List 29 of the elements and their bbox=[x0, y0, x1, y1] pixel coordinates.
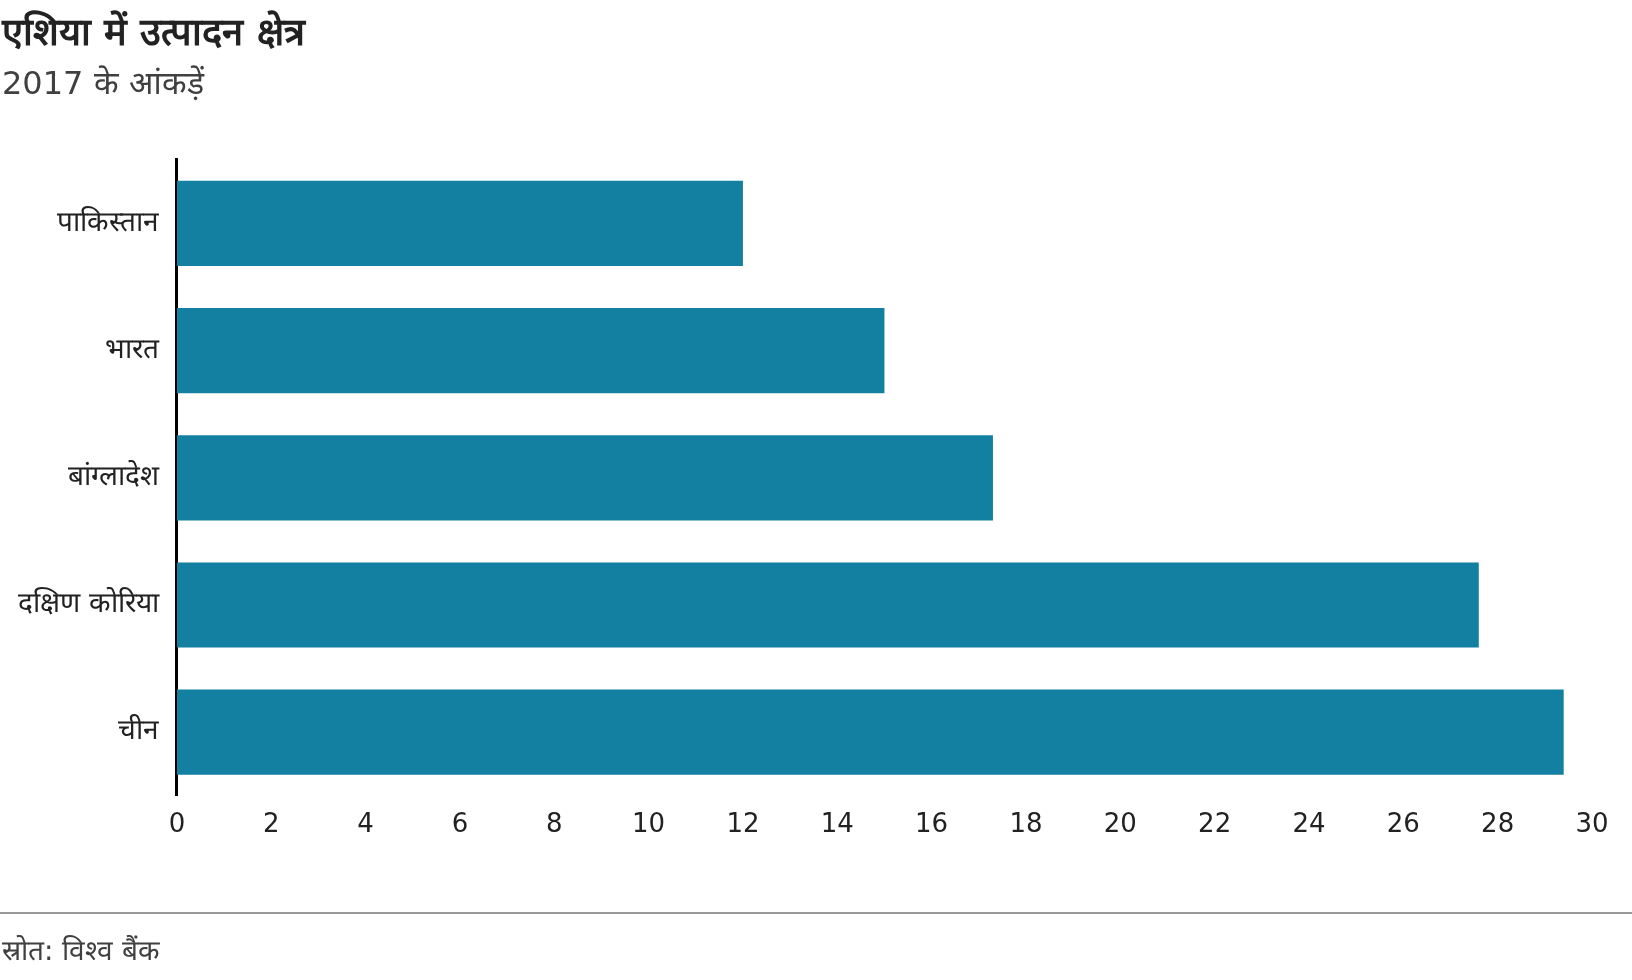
x-tick-label: 14 bbox=[820, 808, 854, 839]
x-tick-label: 18 bbox=[1009, 808, 1043, 839]
x-tick-label: 4 bbox=[357, 808, 374, 839]
x-tick-label: 26 bbox=[1386, 808, 1420, 839]
chart-title: एशिया में उत्पादन क्षेत्र bbox=[2, 9, 305, 56]
bar bbox=[176, 307, 885, 394]
y-tick-label: दक्षिण कोरिया bbox=[17, 586, 160, 620]
bar bbox=[176, 689, 1564, 775]
y-tick-label: पाकिस्तान bbox=[56, 204, 159, 238]
x-tick-label: 28 bbox=[1481, 808, 1515, 839]
y-tick-label: चीन bbox=[117, 713, 159, 747]
chart-subtitle: 2017 के आंकड़ें bbox=[2, 63, 204, 103]
x-tick-label: 8 bbox=[545, 808, 563, 839]
x-tick-label: 24 bbox=[1292, 808, 1326, 839]
x-tick-label: 16 bbox=[915, 808, 949, 839]
x-tick-label: 10 bbox=[632, 808, 666, 839]
y-tick-label: बांग्लादेश bbox=[67, 459, 160, 493]
x-tick-label: 12 bbox=[726, 808, 760, 839]
bar bbox=[176, 562, 1479, 648]
text: स्रोत: विश्व बैंक bbox=[2, 933, 161, 968]
x-tick-label: 22 bbox=[1198, 808, 1232, 839]
x-tick-label: 2 bbox=[262, 808, 280, 839]
y-tick-label: भारत bbox=[104, 331, 160, 365]
x-tick-label: 20 bbox=[1103, 808, 1137, 839]
x-tick-label: 0 bbox=[168, 808, 186, 839]
bar bbox=[176, 435, 993, 521]
x-tick-label: 30 bbox=[1575, 808, 1609, 839]
bar bbox=[176, 180, 743, 267]
x-tick-label: 6 bbox=[451, 808, 469, 839]
